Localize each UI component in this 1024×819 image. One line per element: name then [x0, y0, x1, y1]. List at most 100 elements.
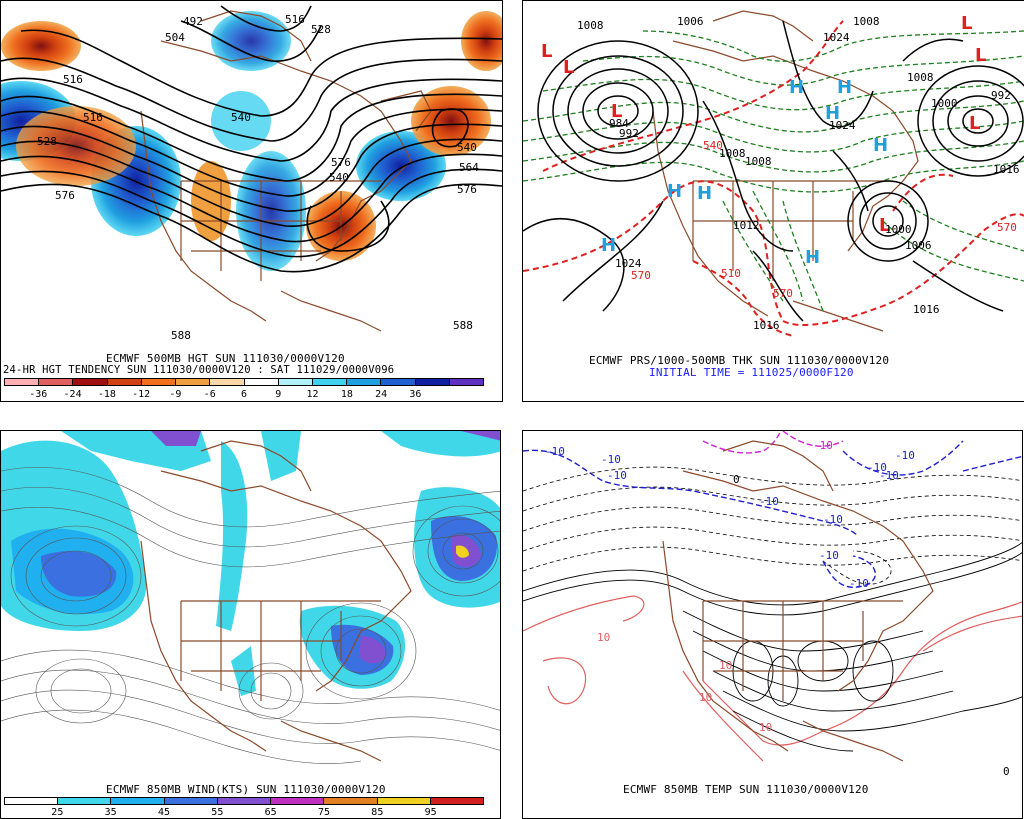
colorbar-swatch: [414, 379, 449, 385]
colorbar-label: 55: [211, 807, 224, 818]
colorbar-swatch: [429, 798, 483, 804]
tmp-label-8: -10: [879, 469, 899, 482]
tmp-label-9: -10: [895, 449, 915, 462]
colorbar-label: -18: [97, 389, 116, 400]
low-center-2: L: [611, 101, 622, 122]
panel1-title: ECMWF 500MB HGT SUN 111030/0000V120: [106, 352, 345, 365]
colorbar-swatch: [5, 379, 39, 385]
low-center-1: L: [563, 57, 574, 78]
thk-label-4: 510: [721, 267, 741, 280]
hgt-label-6: 540: [231, 111, 251, 124]
colorbar-swatch: [277, 379, 312, 385]
panel2-title: ECMWF PRS/1000-500MB THK SUN 111030/0000…: [589, 354, 890, 367]
colorbar-swatch: [38, 379, 73, 385]
coastline-layer-1: [140, 10, 432, 332]
prs-label-11: 1016: [913, 303, 940, 316]
coastline-layer-2: [652, 10, 919, 332]
colorbar-label: 35: [104, 807, 117, 818]
colorbar-swatch: [311, 379, 347, 385]
tendency-fall-east: [356, 131, 446, 201]
prs-label-15: 1000: [885, 223, 912, 236]
high-center-0: H: [601, 235, 616, 256]
colorbar-label: 18: [340, 389, 353, 400]
colorbar-label: 65: [264, 807, 277, 818]
hgt-label-11: 576: [457, 183, 477, 196]
isobars: [523, 20, 1024, 322]
tmp-label-7: -10: [867, 461, 887, 474]
prs-label-14: 992: [991, 89, 1011, 102]
colorbar-swatch: [209, 379, 244, 385]
colorbar-swatch: [270, 798, 324, 804]
height-labels: 492 504 516 516 528 528 540 540 540 564 …: [37, 13, 479, 341]
colorbar-swatch: [140, 379, 176, 385]
high-center-2: H: [697, 183, 712, 204]
colorbar-label: -12: [132, 389, 151, 400]
map-500mb-height: 492 504 516 516 528 528 540 540 540 564 …: [1, 5, 502, 341]
colorbar-swatch: [448, 379, 484, 385]
tmp-label-4: -10: [823, 513, 843, 526]
prs-label-2: 984: [609, 117, 629, 130]
panel1-colorbar: [4, 378, 484, 386]
hgt-label-15: 516: [63, 73, 83, 86]
temp-labels: -10 -10 -10 -10 -10 -10 -10 -10 -10 -10 …: [545, 439, 1010, 776]
hgt-label-2: 516: [285, 13, 305, 26]
panel1-colorbar-labels: -36 -24 -18 -12 -9 -6 6 9 12 18 24 36: [4, 389, 484, 401]
isotherms-warm: [523, 595, 1022, 762]
colorbar-label: 12: [306, 389, 319, 400]
colorbar-swatch: [72, 379, 107, 385]
prs-label-6: 1008: [745, 155, 772, 168]
low-center-5: L: [969, 113, 980, 134]
colorbar-swatch: [346, 379, 381, 385]
colorbar-swatch: [106, 379, 141, 385]
tmp-label-12: 10: [719, 659, 732, 672]
colorbar-label: 95: [424, 807, 437, 818]
colorbar-swatch: [323, 798, 377, 804]
high-center-6: H: [873, 135, 888, 156]
tmp-label-1: -10: [601, 453, 621, 466]
high-center-4: H: [837, 77, 852, 98]
tmp-label-3: -10: [759, 495, 779, 508]
tmp-label-2: -10: [607, 469, 627, 482]
tmp-label-11: 10: [597, 631, 610, 644]
colorbar-swatch: [216, 798, 271, 804]
colorbar-swatch: [5, 798, 58, 804]
prs-label-5: 1008: [719, 147, 746, 160]
tmp-label-15: 0: [1003, 765, 1010, 776]
low-center-4: L: [975, 45, 986, 66]
colorbar-label: 45: [157, 807, 171, 818]
prs-label-0: 1008: [577, 19, 604, 32]
tendency-fall-north: [211, 11, 291, 71]
map-pressure-thickness: L L L L L L L H H H H H H H H 1008 1006 …: [523, 10, 1024, 337]
isotherms-cold-dashed: [523, 466, 1022, 585]
high-center-5: H: [825, 103, 840, 124]
panel3-colorbar-labels: 25 35 45 55 65 75 85 95: [4, 807, 484, 818]
prs-label-13: 1008: [853, 15, 880, 28]
prs-label-4: 1024: [615, 257, 642, 270]
prs-label-7: 1008: [907, 71, 934, 84]
panel-850mb-temp: -10 -10 -10 -10 -10 -10 -10 -10 -10 -10 …: [522, 430, 1023, 819]
hgt-label-4: 528: [311, 23, 331, 36]
prs-label-1: 1006: [677, 15, 704, 28]
isotherms-neutral: [523, 541, 1022, 752]
tmp-label-16: 0: [733, 473, 740, 486]
map-850mb-temp: -10 -10 -10 -10 -10 -10 -10 -10 -10 -10 …: [523, 431, 1022, 776]
streamlines: [1, 466, 500, 764]
colorbar-label: -24: [63, 389, 82, 400]
tendency-rise-atlantic: [411, 86, 491, 156]
colorbar-label: 25: [51, 807, 64, 818]
colorbar-label: 36: [409, 389, 422, 400]
prs-label-17: 1012: [733, 219, 760, 232]
isotherm-minus10: [523, 440, 1022, 588]
coastline-layer-4: [662, 440, 934, 762]
hgt-label-12: 576: [331, 156, 351, 169]
colorbar-swatch: [175, 379, 210, 385]
tmp-label-13: 10: [759, 721, 772, 734]
wind-shading: [1, 431, 500, 696]
hgt-label-5: 528: [37, 135, 57, 148]
tmp-label-5: -10: [819, 549, 839, 562]
tmp-label-0: -10: [545, 445, 565, 458]
height-contours: [1, 5, 502, 273]
low-center-0: L: [541, 41, 552, 62]
tmp-label-6: -10: [849, 577, 869, 590]
prs-label-18: 1024: [823, 31, 850, 44]
